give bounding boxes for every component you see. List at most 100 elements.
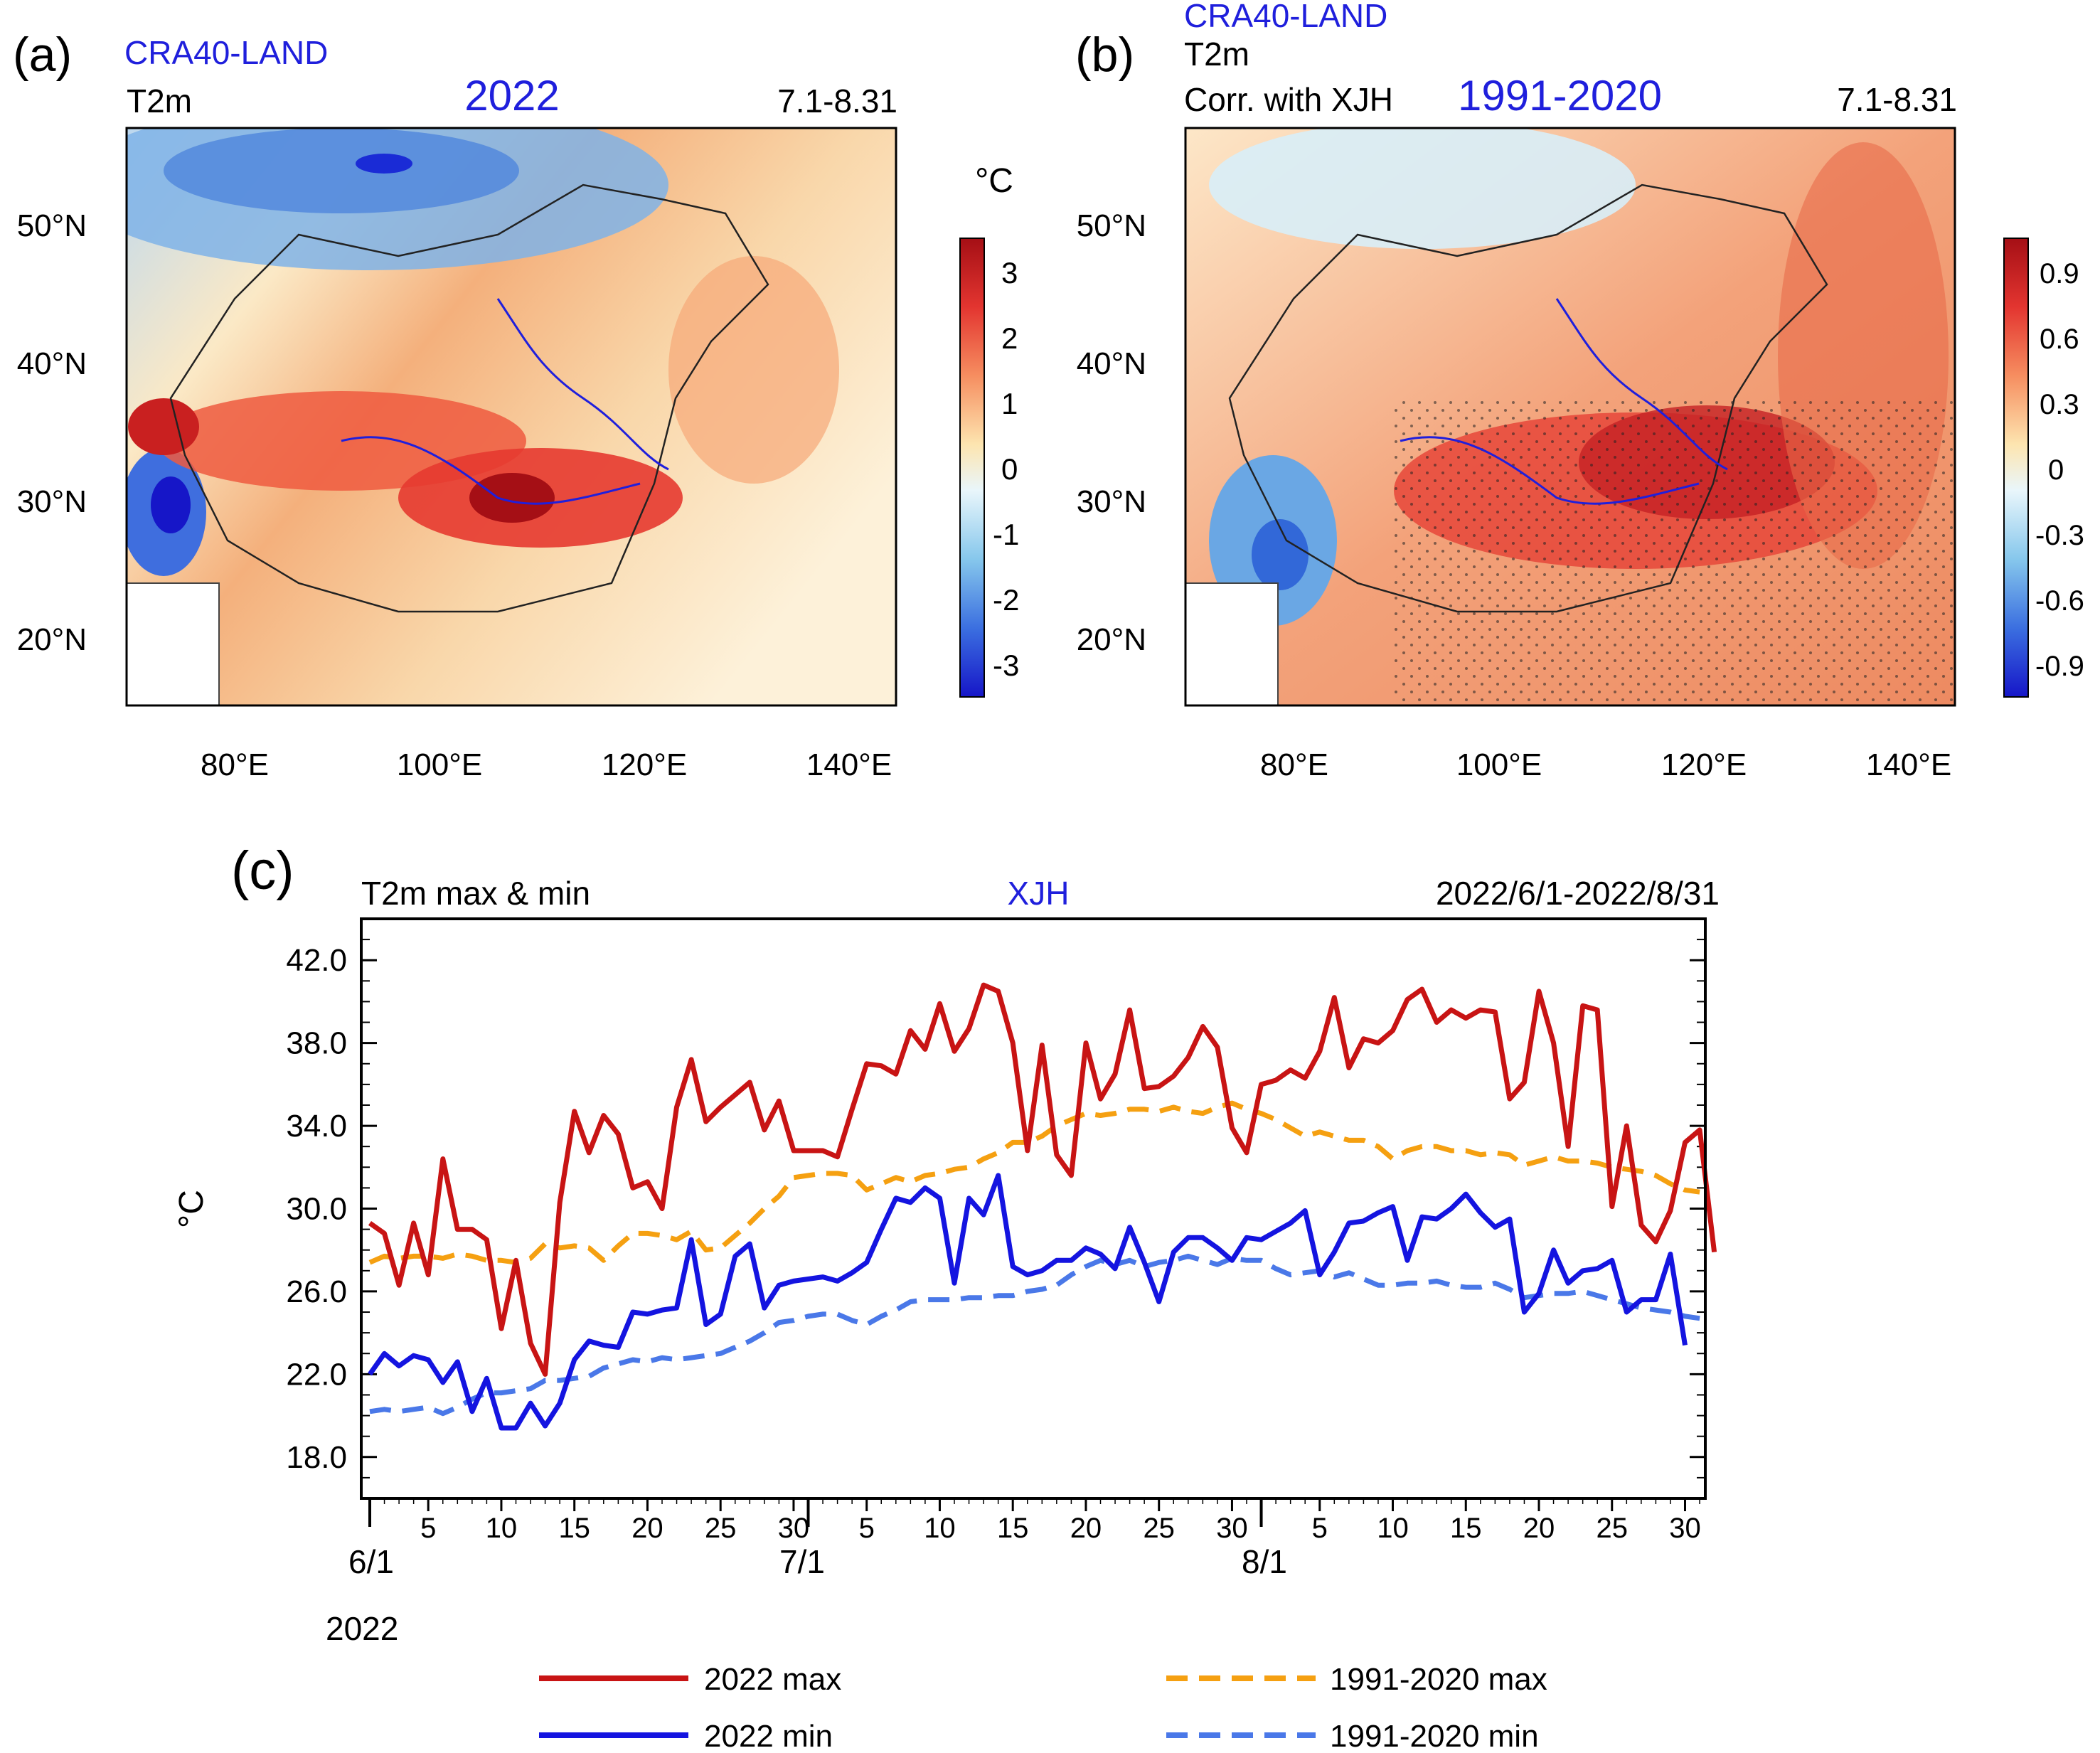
panel-a-label: (a) xyxy=(13,28,72,82)
colorbar-tick: 0.6 xyxy=(2040,324,2079,355)
colorbar-tick: -0.3 xyxy=(2035,520,2084,551)
colorbar-tick: 0 xyxy=(2048,454,2064,486)
plot-series xyxy=(368,982,1717,1431)
panel-a-lon-ticks: 80°E 100°E 120°E 140°E xyxy=(201,747,892,782)
colorbar-tick: 0 xyxy=(1001,452,1018,486)
y-tick-label: 38.0 xyxy=(286,1026,347,1061)
panel-a-lat-ticks: 50°N 40°N 30°N 20°N xyxy=(17,208,87,657)
y-tick-label: 30.0 xyxy=(286,1192,347,1227)
panel-c: (c) T2m max & min XJH 2022/6/1-2022/8/31… xyxy=(173,841,1720,1753)
lat-tick: 30°N xyxy=(17,484,87,519)
lon-tick: 80°E xyxy=(1260,747,1328,782)
x-tick-label: 15 xyxy=(997,1513,1029,1544)
colorbar-tick: -0.9 xyxy=(2035,651,2084,682)
lon-tick: 140°E xyxy=(1866,747,1951,782)
lat-tick: 50°N xyxy=(17,208,87,243)
y-tick-label: 42.0 xyxy=(286,943,347,978)
panel-b-label: (b) xyxy=(1075,28,1134,82)
lon-tick: 80°E xyxy=(201,747,269,782)
colorbar-tick: 1 xyxy=(1001,387,1018,420)
panel-a-frame xyxy=(125,127,897,707)
panel-b-period: 7.1-8.31 xyxy=(1837,81,1957,118)
x-tick-label: 30 xyxy=(1216,1513,1248,1544)
x-tick-label: 30 xyxy=(1669,1513,1701,1544)
x-tick-label: 5 xyxy=(1312,1513,1328,1544)
month-label: 6/1 xyxy=(348,1543,394,1580)
lon-tick: 120°E xyxy=(602,747,687,782)
y-tick-label: 26.0 xyxy=(286,1274,347,1309)
lon-tick: 100°E xyxy=(397,747,482,782)
panel-b-map xyxy=(1185,128,1955,705)
legend-label: 2022 min xyxy=(704,1719,833,1753)
panel-b-colorbar: 0.9 0.6 0.3 0 -0.3 -0.6 -0.9 xyxy=(2003,238,2084,698)
lat-tick: 40°N xyxy=(1077,346,1146,381)
x-tick-label: 10 xyxy=(924,1513,956,1544)
legend-label: 2022 max xyxy=(704,1662,841,1697)
chart-title-center: XJH xyxy=(1008,875,1070,912)
year-label: 2022 xyxy=(326,1610,398,1647)
y-tick-label: 22.0 xyxy=(286,1357,347,1392)
colorbar-tick: 2 xyxy=(1001,321,1018,355)
panel-a-dataset: CRA40-LAND xyxy=(124,34,328,71)
x-tick-label: 5 xyxy=(420,1513,436,1544)
panel-a-map xyxy=(127,128,896,705)
plot-frame xyxy=(360,917,1707,1500)
colorbar-tick: 0.3 xyxy=(2040,389,2079,420)
lon-tick: 100°E xyxy=(1456,747,1542,782)
panel-a-colorbar: °C 3 2 1 0 -1 -2 -3 xyxy=(959,162,1019,698)
lon-tick: 140°E xyxy=(806,747,892,782)
colorbar-tick: 3 xyxy=(1001,256,1018,289)
lat-tick: 20°N xyxy=(1077,622,1146,657)
legend-label: 1991-2020 max xyxy=(1330,1662,1547,1697)
series-line-2022-min xyxy=(368,1173,1688,1431)
x-tick-label: 15 xyxy=(1450,1513,1482,1544)
lat-tick: 40°N xyxy=(17,346,87,381)
legend: 2022 max 1991-2020 max 2022 min 1991-202… xyxy=(539,1662,1547,1753)
month-label: 7/1 xyxy=(779,1543,825,1580)
panel-b: (b) CRA40-LAND T2m Corr. with XJH 1991-2… xyxy=(1075,0,2084,782)
x-tick-label: 25 xyxy=(1597,1513,1629,1544)
y-tick-labels: 18.0 22.0 26.0 30.0 34.0 38.0 42.0 xyxy=(286,943,347,1475)
y-tick-label: 34.0 xyxy=(286,1109,347,1144)
series-line-1991-2020-max xyxy=(368,1100,1700,1265)
chart-title-left: T2m max & min xyxy=(361,875,590,912)
x-tick-label: 25 xyxy=(705,1513,737,1544)
panel-a-period: 7.1-8.31 xyxy=(777,82,897,119)
lat-tick: 20°N xyxy=(17,622,87,657)
panel-a-variable: T2m xyxy=(127,82,192,119)
plot-ticks xyxy=(361,939,1705,1527)
legend-label: 1991-2020 min xyxy=(1330,1719,1539,1753)
panel-b-subtitle: Corr. with XJH xyxy=(1184,81,1393,118)
x-tick-labels: 5 10 15 20 25 30 5 10 15 20 25 30 5 10 15 20 25 30 xyxy=(420,1513,1701,1544)
panel-b-variable: T2m xyxy=(1184,36,1249,73)
panel-b-lat-ticks: 50°N 40°N 30°N 20°N xyxy=(1077,208,1146,657)
y-tick-label: 18.0 xyxy=(286,1440,347,1475)
colorbar-tick: 0.9 xyxy=(2040,258,2079,289)
panel-b-lon-ticks: 80°E 100°E 120°E 140°E xyxy=(1260,747,1951,782)
x-tick-label: 20 xyxy=(1070,1513,1102,1544)
x-tick-label: 20 xyxy=(631,1513,663,1544)
panel-a-year: 2022 xyxy=(464,72,559,119)
lat-tick: 50°N xyxy=(1077,208,1146,243)
x-month-labels: 6/1 7/1 8/1 xyxy=(348,1543,1287,1580)
series-line-1991-2020-min xyxy=(369,1253,1700,1417)
x-tick-label: 5 xyxy=(859,1513,875,1544)
panel-b-dataset: CRA40-LAND xyxy=(1184,0,1387,34)
x-tick-label: 10 xyxy=(486,1513,518,1544)
lon-tick: 120°E xyxy=(1661,747,1747,782)
colorbar-tick: -2 xyxy=(993,583,1019,617)
x-tick-label: 15 xyxy=(558,1513,590,1544)
series-line-2022-max xyxy=(368,982,1717,1377)
x-tick-label: 30 xyxy=(778,1513,810,1544)
colorbar-unit: °C xyxy=(975,162,1013,200)
panel-c-label: (c) xyxy=(231,841,294,901)
chart-title-right: 2022/6/1-2022/8/31 xyxy=(1436,875,1720,912)
colorbar-tick: -3 xyxy=(993,649,1019,682)
month-label: 8/1 xyxy=(1242,1543,1287,1580)
x-tick-label: 10 xyxy=(1377,1513,1409,1544)
y-axis-label: °C xyxy=(173,1190,210,1228)
panel-b-frame xyxy=(1184,127,1956,707)
lat-tick: 30°N xyxy=(1077,484,1146,519)
x-tick-label: 20 xyxy=(1523,1513,1555,1544)
